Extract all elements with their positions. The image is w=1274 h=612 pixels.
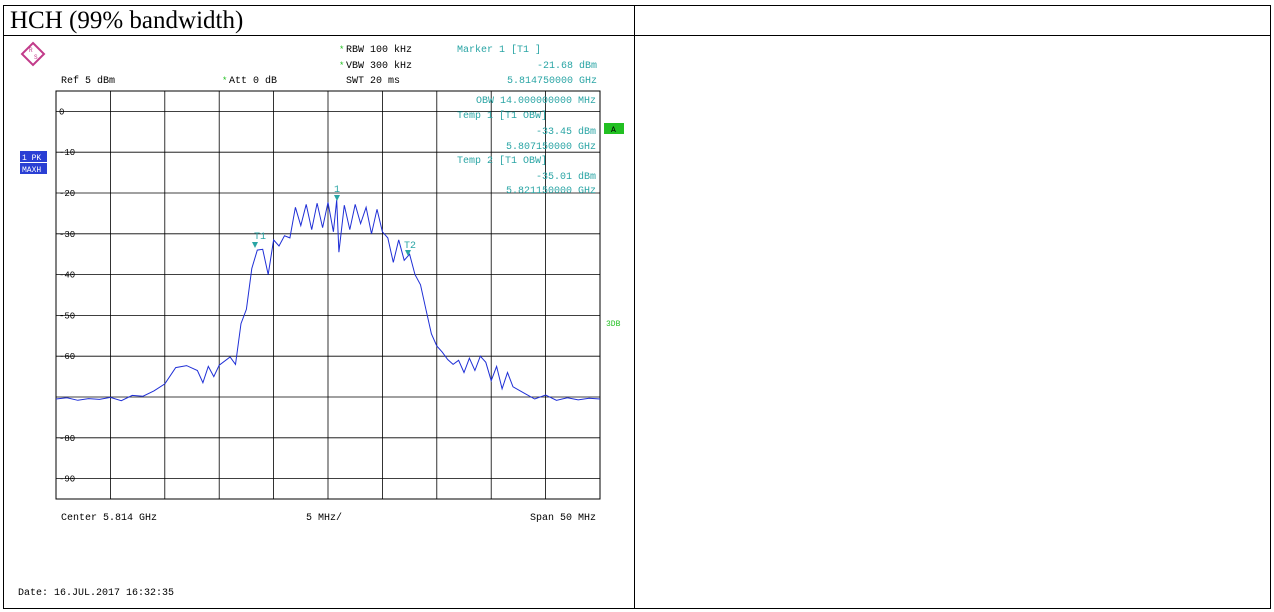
temp2-level: -35.01 dBm [536,171,596,183]
vbw-label: VBW 300 kHz [346,60,412,72]
rs-logo-icon: R S [20,41,46,67]
page-title: HCH (99% bandwidth) [10,7,244,34]
trace-badge: 1 PK MAXH [20,151,47,175]
y-tick-label: -20 [59,189,75,199]
temp2-frequency: 5.821150000 GHz [506,186,596,197]
marker-1: 1 [334,185,340,201]
a-badge: A [604,123,624,135]
marker1-title: Marker 1 [T1 ] [457,44,541,56]
obw-value: OBW 14.000000000 MHz [476,96,596,107]
document-frame [3,5,1271,609]
y-tick-label: -10 [59,148,75,158]
y-tick-label: -90 [59,475,75,485]
spectrum-analyzer-screenshot: R S * RBW 100 kHz * VBW 300 kHz SWT 20 m… [18,41,624,599]
ref-level-label: Ref 5 dBm [61,75,115,87]
y-tick-label: -50 [59,311,75,321]
vbw-star: * [339,61,344,71]
marker-1-label: 1 [334,185,340,196]
header-divider [3,35,1271,36]
y-tick-label: -40 [59,271,75,281]
y-tick-label: -30 [59,230,75,240]
trace-badge-maxh: MAXH [22,166,41,175]
marker-t1-label: T1 [254,232,266,243]
temp1-title: Temp 1 [T1 OBW] [457,110,547,122]
column-divider [634,5,635,609]
marker-t2-icon [405,250,411,256]
svg-text:S: S [34,54,38,61]
scale-per-div: 5 MHz/ [306,512,342,524]
a-badge-label: A [611,126,616,135]
y-tick-label: -80 [59,434,75,444]
marker-t2-label: T2 [404,241,416,252]
svg-text:R: R [29,47,33,54]
marker-t2: T2 [404,241,416,256]
capture-date: Date: 16.JUL.2017 16:32:35 [18,588,174,599]
y-tick-label: 0 [59,107,64,117]
temp1-frequency: 5.807150000 GHz [506,142,596,153]
marker1-level: -21.68 dBm [537,60,597,72]
y-tick-label: -60 [59,352,75,362]
rbw-star: * [339,45,344,55]
attenuation-label: Att 0 dB [229,75,277,87]
marker1-frequency: 5.814750000 GHz [507,76,597,87]
temp1-level: -33.45 dBm [536,126,596,138]
span: Span 50 MHz [530,513,596,524]
marker-t1-icon [252,242,258,248]
marker-info-panel: OBW 14.000000000 MHz Temp 1 [T1 OBW] -33… [457,96,596,197]
marker-t1: T1 [252,232,266,248]
plot-grid: 0 -10 -20 -30 -40 -50 -60 -80 -90 [55,90,601,500]
temp2-title: Temp 2 [T1 OBW] [457,155,547,167]
3db-badge: 3DB [606,320,621,329]
marker-1-icon [334,195,340,201]
att-star: * [222,76,227,86]
center-frequency: Center 5.814 GHz [61,513,157,524]
spectrum-trace [55,199,601,402]
swt-label: SWT 20 ms [346,76,400,87]
trace-badge-pk: 1 PK [22,154,41,163]
rbw-label: RBW 100 kHz [346,44,412,56]
